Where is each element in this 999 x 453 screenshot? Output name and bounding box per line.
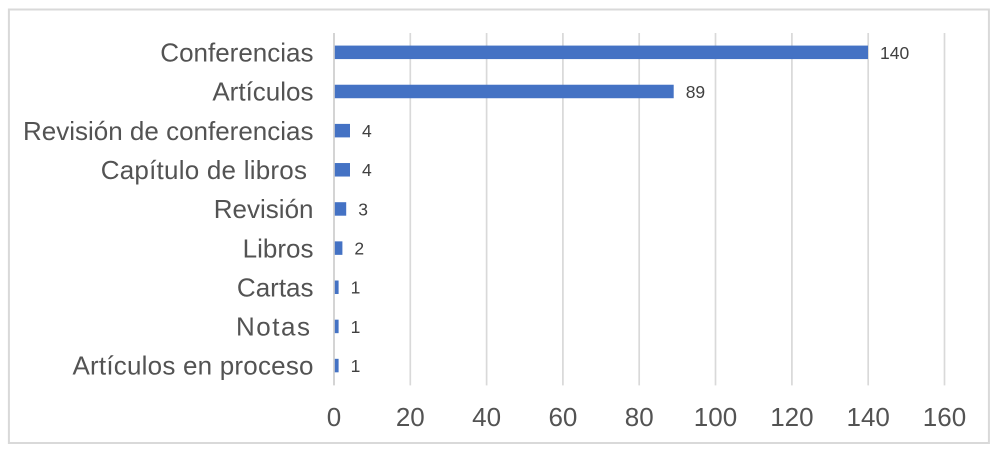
svg-text:4: 4 <box>362 121 372 141</box>
svg-text:Libros: Libros <box>243 233 314 263</box>
svg-text:Notas: Notas <box>236 312 310 342</box>
svg-text:140: 140 <box>847 402 890 432</box>
svg-text:Cartas: Cartas <box>237 272 314 302</box>
svg-text:140: 140 <box>880 43 909 63</box>
svg-text:1: 1 <box>351 278 361 298</box>
svg-text:160: 160 <box>923 402 966 432</box>
svg-text:1: 1 <box>351 317 361 337</box>
svg-text:3: 3 <box>358 199 368 219</box>
svg-text:60: 60 <box>548 402 577 432</box>
svg-text:Artículos: Artículos <box>212 77 313 107</box>
svg-text:120: 120 <box>770 402 813 432</box>
svg-text:Revisión: Revisión <box>214 194 314 224</box>
svg-text:Capítulo de libros: Capítulo de libros <box>101 155 307 185</box>
svg-text:80: 80 <box>625 402 654 432</box>
svg-text:0: 0 <box>327 402 341 432</box>
svg-text:4: 4 <box>362 160 372 180</box>
svg-text:Conferencias: Conferencias <box>160 38 313 68</box>
svg-text:40: 40 <box>472 402 501 432</box>
svg-text:2: 2 <box>354 239 364 259</box>
svg-text:1: 1 <box>351 356 361 376</box>
svg-text:89: 89 <box>686 82 705 102</box>
svg-text:20: 20 <box>396 402 425 432</box>
svg-text:Artículos en proceso: Artículos en proceso <box>73 351 314 381</box>
svg-text:Revisión de conferencias: Revisión de conferencias <box>23 116 314 146</box>
svg-text:100: 100 <box>694 402 737 432</box>
